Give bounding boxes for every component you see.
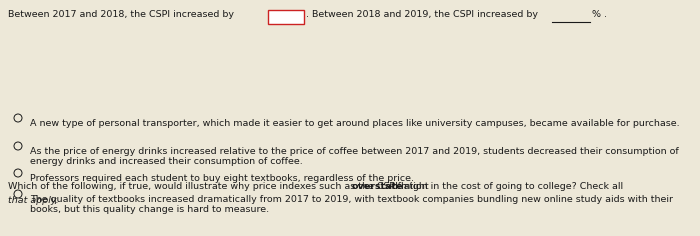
Text: that apply.: that apply. [8, 196, 59, 205]
Text: inflation in the cost of going to college? Check all: inflation in the cost of going to colleg… [386, 182, 623, 191]
Text: energy drinks and increased their consumption of coffee.: energy drinks and increased their consum… [30, 157, 302, 166]
Text: The quality of textbooks increased dramatically from 2017 to 2019, with textbook: The quality of textbooks increased drama… [30, 195, 673, 204]
Text: % .: % . [592, 10, 607, 19]
Text: A new type of personal transporter, which made it easier to get around places li: A new type of personal transporter, whic… [30, 119, 680, 128]
Text: overstate: overstate [352, 182, 403, 191]
Text: Which of the following, if true, would illustrate why price indexes such as the : Which of the following, if true, would i… [8, 182, 432, 191]
Text: books, but this quality change is hard to measure.: books, but this quality change is hard t… [30, 205, 269, 214]
Text: Between 2017 and 2018, the CSPI increased by: Between 2017 and 2018, the CSPI increase… [8, 10, 234, 19]
Text: . Between 2018 and 2019, the CSPI increased by: . Between 2018 and 2019, the CSPI increa… [306, 10, 538, 19]
Text: Professors required each student to buy eight textbooks, regardless of the price: Professors required each student to buy … [30, 174, 414, 183]
Text: As the price of energy drinks increased relative to the price of coffee between : As the price of energy drinks increased … [30, 147, 679, 156]
FancyBboxPatch shape [268, 10, 304, 24]
